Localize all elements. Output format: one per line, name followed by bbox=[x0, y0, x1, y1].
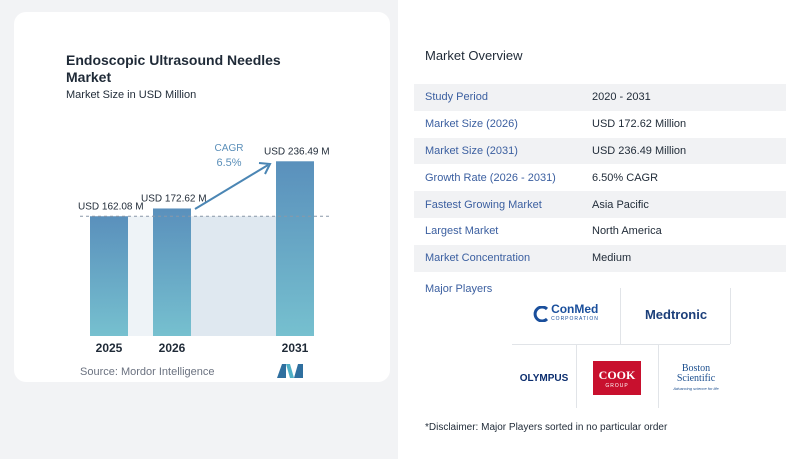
x-tick-label: 2031 bbox=[282, 341, 309, 355]
chart-title: Endoscopic Ultrasound Needles Market bbox=[66, 52, 281, 85]
overview-row: Largest Market North America bbox=[414, 217, 786, 245]
olympus-logo: OLYMPUS bbox=[519, 372, 569, 384]
bar-chart: USD 162.08 M 2025 USD 172.62 M 2026 USD 236.… bbox=[78, 143, 330, 355]
overview-row: Study Period 2020 - 2031 bbox=[414, 84, 786, 111]
overview-row: Fastest Growing Market Asia Pacific bbox=[414, 191, 786, 218]
bar-value-label: USD 172.62 M bbox=[141, 193, 207, 204]
disclaimer-text: *Disclaimer: Major Players sorted in no … bbox=[425, 422, 668, 433]
cagr-value: 6.5% bbox=[216, 157, 241, 169]
bar-value-label: USD 236.49 M bbox=[264, 146, 330, 157]
overview-row: Growth Rate (2026 - 2031) 6.50% CAGR bbox=[414, 164, 786, 192]
source-text: Source: Mordor Intelligence bbox=[80, 366, 215, 378]
overview-table: Study Period 2020 - 2031 Market Size (2026… bbox=[414, 84, 786, 272]
conmed-sub: CORPORATION bbox=[551, 316, 599, 322]
overview-row: Market Size (2031) USD 236.49 Million bbox=[414, 137, 786, 165]
overview-key: Market Concentration bbox=[425, 252, 531, 265]
cagr-arrow bbox=[194, 164, 269, 210]
cagr-label: CAGR bbox=[215, 143, 244, 154]
conmed-logo: ConMed CORPORATION bbox=[520, 296, 612, 332]
overview-value: USD 236.49 Million bbox=[592, 144, 687, 157]
cagr-arrow-head bbox=[258, 162, 272, 175]
x-tick-label: 2026 bbox=[159, 341, 186, 355]
cook-logo: COOK GROUP bbox=[593, 361, 641, 395]
logo-divider bbox=[576, 344, 577, 408]
boston-scientific-logo: Boston Scientific Advancing science for … bbox=[673, 363, 719, 392]
overview-value: North America bbox=[592, 225, 662, 238]
overview-key: Market Size (2026) bbox=[425, 118, 518, 131]
bar-value-label: USD 162.08 M bbox=[78, 201, 144, 212]
bar-2031 bbox=[276, 161, 314, 336]
conmed-name: ConMed bbox=[551, 302, 599, 316]
overview-key: Fastest Growing Market bbox=[425, 198, 542, 211]
overview-row: Market Size (2026) USD 172.62 Million bbox=[414, 110, 786, 138]
bar-2025 bbox=[90, 216, 128, 336]
overview-key: Study Period bbox=[425, 91, 488, 104]
overview-value: Asia Pacific bbox=[592, 198, 649, 211]
medtronic-logo: Medtronic bbox=[644, 306, 708, 322]
logo-divider bbox=[512, 344, 730, 345]
logo-divider bbox=[730, 288, 731, 344]
logo-divider bbox=[658, 344, 659, 408]
conmed-mark-icon bbox=[533, 306, 549, 322]
logo-divider bbox=[620, 288, 621, 344]
mordor-intelligence-logo bbox=[277, 364, 303, 378]
chart-subtitle: Market Size in USD Million bbox=[66, 89, 197, 101]
overview-value: USD 172.62 Million bbox=[592, 118, 687, 131]
bar-2026 bbox=[153, 208, 191, 336]
overview-value: Medium bbox=[592, 252, 632, 265]
x-tick-label: 2025 bbox=[96, 341, 123, 355]
gap-shade bbox=[128, 216, 153, 336]
overview-row: Market Concentration Medium bbox=[414, 244, 786, 272]
major-players-title: Major Players bbox=[425, 283, 493, 295]
overview-value: 2020 - 2031 bbox=[592, 91, 651, 104]
overview-value: 6.50% CAGR bbox=[592, 171, 659, 184]
overview-key: Growth Rate (2026 - 2031) bbox=[425, 171, 556, 184]
forecast-shade bbox=[191, 216, 276, 336]
overview-key: Largest Market bbox=[425, 225, 499, 238]
overview-title: Market Overview bbox=[425, 48, 523, 63]
overview-key: Market Size (2031) bbox=[425, 144, 518, 157]
